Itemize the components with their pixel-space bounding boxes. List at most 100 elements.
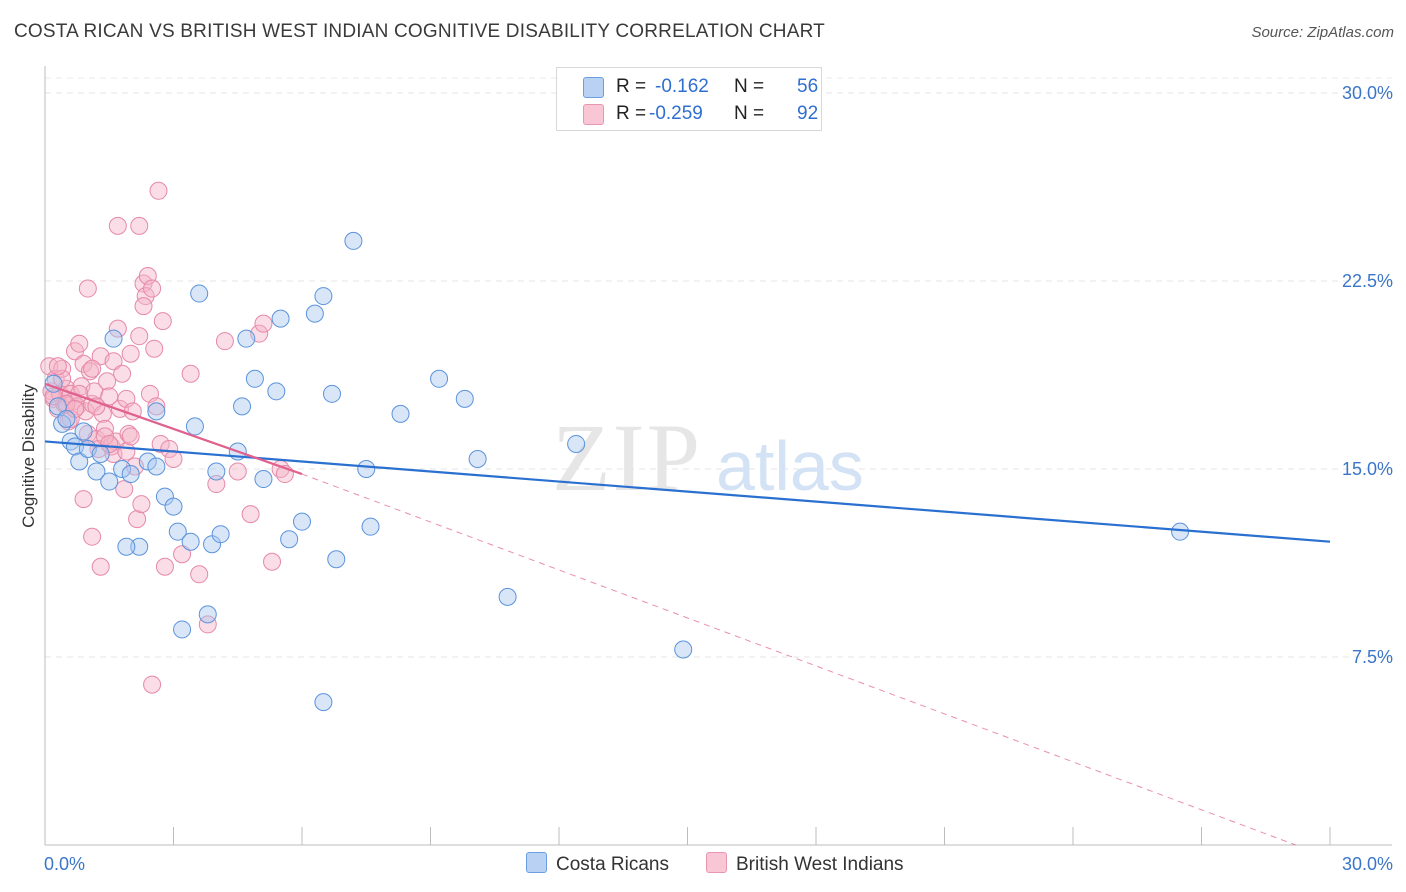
blue-point <box>344 231 363 250</box>
pink-point <box>93 404 112 423</box>
bottom-legend-label: British West Indians <box>736 854 904 875</box>
y-tick-label: 7.5% <box>1352 647 1393 667</box>
pink-point <box>164 449 183 468</box>
blue-point <box>147 402 166 421</box>
blue-point <box>293 512 311 531</box>
pink-point <box>155 557 174 576</box>
pink-point <box>83 527 102 546</box>
legend-swatch-blue <box>583 77 604 98</box>
blue-point <box>1171 522 1190 541</box>
pink-point <box>108 216 127 235</box>
blue-point <box>91 444 110 463</box>
blue-point <box>181 532 200 551</box>
bottom-legend-costa-ricans: Costa Ricans <box>526 852 669 876</box>
blue-point <box>147 457 166 476</box>
pink-series-points <box>40 181 294 694</box>
gridlines <box>45 77 1392 658</box>
y-tick-label: 15.0% <box>1342 459 1393 479</box>
y-tick-label: 30.0% <box>1342 83 1393 103</box>
blue-point <box>121 465 140 484</box>
pink-point <box>91 557 110 576</box>
blue-point <box>207 462 226 481</box>
pink-point <box>145 339 164 358</box>
pink-point <box>98 372 117 391</box>
axes <box>44 66 1392 846</box>
blue-point <box>498 587 517 606</box>
watermark-atlas: atlas <box>716 427 864 505</box>
pink-point <box>263 552 282 571</box>
blue-point <box>674 640 693 659</box>
pink-point <box>198 615 217 634</box>
bottom-swatch-blue <box>526 852 547 873</box>
pink-point <box>215 332 234 351</box>
blue-point <box>74 422 93 441</box>
blue-point <box>190 284 209 303</box>
pink-point <box>143 675 162 694</box>
pink-point <box>160 439 179 458</box>
trend-lines <box>44 382 1331 846</box>
blue-point <box>314 693 333 712</box>
blue-point <box>164 497 183 516</box>
blue-point <box>245 369 264 388</box>
pink-point <box>74 354 93 373</box>
pink-point <box>117 442 136 461</box>
pink-point <box>121 427 140 446</box>
pink-point <box>121 344 140 363</box>
blue-point <box>254 470 273 489</box>
legend-r-label: R = <box>616 103 647 124</box>
pink-point <box>80 362 99 381</box>
blue-point <box>138 452 157 471</box>
blue-point <box>113 460 132 479</box>
blue-point <box>455 389 474 408</box>
legend-r-value: -0.259 <box>649 103 703 124</box>
pink-point <box>61 409 80 428</box>
watermark: ZIP atlas <box>552 404 864 511</box>
pink-point <box>147 397 166 416</box>
blue-point <box>357 460 376 479</box>
blue-point <box>280 530 299 549</box>
chart-title: COSTA RICAN VS BRITISH WEST INDIAN COGNI… <box>14 21 825 42</box>
legend-n-value: 56 <box>797 76 819 97</box>
pink-point <box>78 279 97 298</box>
blue-point <box>100 472 119 491</box>
blue-point <box>168 522 187 541</box>
pink-point <box>113 364 132 383</box>
blue-point <box>567 434 586 453</box>
blue-point <box>305 304 324 323</box>
x-tick-labels: 0.0% 30.0% <box>44 854 1393 874</box>
pink-point <box>228 462 247 481</box>
pink-trend-extension <box>301 473 1296 846</box>
legend-n-label: N = <box>734 103 765 124</box>
blue-point <box>314 287 333 306</box>
blue-point <box>327 550 346 569</box>
pink-point <box>87 397 106 416</box>
pink-point <box>70 334 89 353</box>
pink-point <box>181 364 200 383</box>
y-axis-title: Cognitive Disability <box>19 384 38 528</box>
legend-n-value: 92 <box>797 103 819 124</box>
pink-point <box>48 357 67 376</box>
x-tick-label: 30.0% <box>1342 854 1393 874</box>
pink-point <box>95 419 114 438</box>
x-tick-label: 0.0% <box>44 854 85 874</box>
blue-point <box>271 309 290 328</box>
pink-point <box>104 352 123 371</box>
blue-point <box>322 384 341 403</box>
blue-point <box>185 417 204 436</box>
pink-point <box>207 475 226 494</box>
pink-point <box>143 279 162 298</box>
y-tick-labels: 7.5% 15.0% 22.5% 30.0% <box>1342 83 1393 667</box>
pink-trend-line <box>44 382 303 476</box>
blue-point <box>430 369 449 388</box>
bottom-legend-british-west-indians: British West Indians <box>706 852 904 876</box>
correlation-legend: R = -0.162 N = 56 R = -0.259 N = 92 <box>556 67 822 131</box>
blue-point <box>173 620 192 639</box>
bottom-legend-label: Costa Ricans <box>556 854 669 875</box>
pink-point <box>115 480 134 499</box>
blue-point <box>48 397 67 416</box>
watermark-zip: ZIP <box>552 404 702 511</box>
blue-point <box>468 449 487 468</box>
pink-point <box>190 565 209 584</box>
blue-point <box>361 517 380 536</box>
blue-point <box>104 329 123 348</box>
